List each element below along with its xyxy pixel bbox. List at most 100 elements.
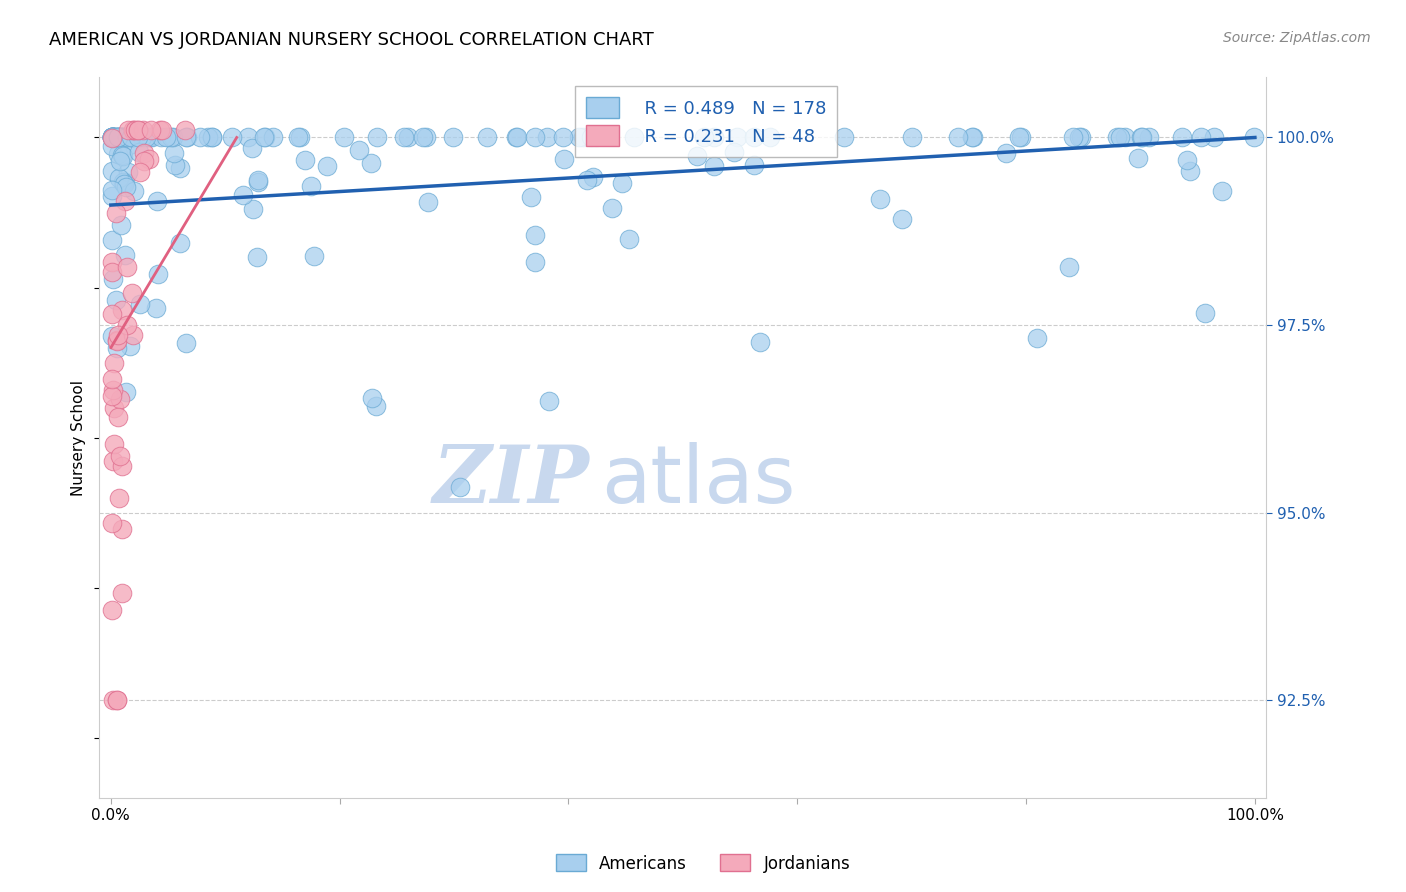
Point bbox=[155, 130, 177, 145]
Point bbox=[122, 123, 145, 137]
Point bbox=[901, 130, 924, 145]
Point bbox=[742, 158, 765, 172]
Point bbox=[122, 130, 145, 145]
Point bbox=[131, 130, 153, 145]
Point bbox=[176, 130, 198, 145]
Point bbox=[103, 130, 125, 145]
Point bbox=[107, 146, 129, 161]
Point bbox=[349, 144, 371, 158]
Point bbox=[412, 130, 434, 145]
Point bbox=[135, 130, 157, 145]
Point bbox=[112, 177, 135, 191]
Point bbox=[111, 130, 134, 145]
Point bbox=[121, 130, 143, 145]
Point bbox=[105, 341, 128, 355]
Point bbox=[132, 123, 155, 137]
Point bbox=[114, 179, 136, 194]
Point bbox=[1070, 130, 1092, 145]
Point bbox=[121, 328, 143, 343]
Point bbox=[236, 130, 259, 145]
Point bbox=[299, 179, 322, 194]
Point bbox=[127, 123, 149, 137]
Point bbox=[101, 183, 124, 197]
Point bbox=[114, 248, 136, 262]
Point bbox=[121, 285, 143, 300]
Point bbox=[114, 384, 136, 399]
Point bbox=[110, 392, 132, 406]
Point bbox=[101, 329, 124, 343]
Point bbox=[127, 123, 149, 137]
Point bbox=[108, 153, 131, 168]
Point bbox=[104, 206, 127, 220]
Point bbox=[111, 302, 134, 317]
Point bbox=[1107, 130, 1129, 145]
Point bbox=[111, 458, 134, 473]
Point bbox=[415, 130, 437, 145]
Point bbox=[107, 334, 129, 348]
Point bbox=[169, 236, 191, 251]
Point bbox=[150, 123, 173, 137]
Point bbox=[441, 130, 464, 145]
Point bbox=[579, 130, 602, 145]
Point bbox=[1211, 185, 1233, 199]
Point bbox=[101, 389, 124, 403]
Point bbox=[475, 130, 498, 145]
Point bbox=[162, 130, 184, 145]
Point bbox=[523, 228, 546, 243]
Point bbox=[105, 693, 128, 707]
Point bbox=[108, 449, 131, 463]
Point bbox=[117, 123, 139, 137]
Point bbox=[108, 170, 131, 185]
Point bbox=[101, 516, 124, 530]
Point bbox=[1007, 130, 1029, 145]
Point bbox=[111, 130, 134, 145]
Point bbox=[146, 194, 169, 209]
Point bbox=[582, 170, 605, 185]
Point bbox=[101, 139, 124, 153]
Text: AMERICAN VS JORDANIAN NURSERY SCHOOL CORRELATION CHART: AMERICAN VS JORDANIAN NURSERY SCHOOL COR… bbox=[49, 31, 654, 49]
Point bbox=[114, 175, 136, 189]
Point bbox=[316, 159, 339, 173]
Point bbox=[111, 130, 134, 145]
Point bbox=[585, 130, 607, 145]
Point bbox=[110, 130, 132, 145]
Point bbox=[520, 190, 543, 204]
Point bbox=[262, 130, 284, 145]
Text: atlas: atlas bbox=[602, 442, 796, 520]
Point bbox=[111, 522, 134, 536]
Point bbox=[101, 255, 124, 269]
Point bbox=[141, 130, 163, 145]
Point bbox=[118, 339, 141, 353]
Point bbox=[1189, 130, 1212, 145]
Point bbox=[103, 130, 125, 145]
Point bbox=[962, 130, 984, 145]
Point bbox=[1057, 260, 1080, 274]
Point bbox=[360, 156, 382, 170]
Legend:   R = 0.489   N = 178,   R = 0.231   N = 48: R = 0.489 N = 178, R = 0.231 N = 48 bbox=[575, 87, 837, 157]
Point bbox=[1026, 331, 1049, 345]
Point bbox=[723, 145, 745, 159]
Y-axis label: Nursery School: Nursery School bbox=[72, 380, 86, 496]
Point bbox=[101, 130, 124, 145]
Point bbox=[1114, 130, 1136, 145]
Point bbox=[686, 149, 709, 163]
Point bbox=[105, 293, 128, 307]
Point bbox=[703, 159, 725, 173]
Point bbox=[361, 391, 384, 405]
Point bbox=[101, 189, 124, 203]
Point bbox=[115, 318, 138, 332]
Point bbox=[129, 165, 152, 179]
Point bbox=[201, 130, 224, 145]
Legend: Americans, Jordanians: Americans, Jordanians bbox=[548, 847, 858, 880]
Point bbox=[703, 130, 725, 145]
Point bbox=[118, 138, 141, 153]
Point bbox=[117, 130, 139, 145]
Point bbox=[149, 130, 172, 145]
Point bbox=[600, 201, 623, 215]
Point bbox=[254, 130, 277, 145]
Point bbox=[553, 130, 575, 145]
Point bbox=[1062, 130, 1084, 145]
Point bbox=[294, 153, 316, 168]
Point bbox=[101, 307, 124, 321]
Point bbox=[287, 130, 309, 145]
